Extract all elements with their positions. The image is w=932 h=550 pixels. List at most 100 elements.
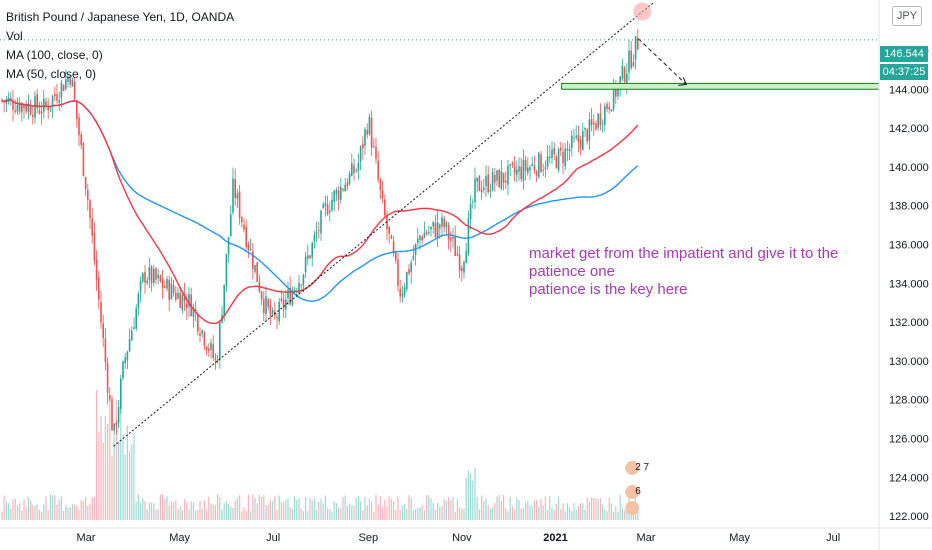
- candle-body: [27, 103, 30, 112]
- candle-body: [144, 271, 146, 283]
- candle-body: [54, 93, 56, 96]
- volume-bar: [599, 498, 601, 520]
- volume-bar: [404, 504, 406, 520]
- candle-body: [357, 162, 360, 171]
- price-tick-label: 132.000: [889, 317, 929, 329]
- candle-body: [142, 273, 144, 282]
- candle-body: [355, 170, 357, 172]
- volume-bar: [569, 507, 571, 520]
- price-axis: 144.000 142.000 140.000 138.000 136.000 134.0…: [878, 0, 929, 550]
- volume-bar: [586, 497, 588, 520]
- candle-body: [344, 184, 346, 192]
- volume-bar: [278, 495, 280, 520]
- candle-body: [45, 101, 47, 106]
- candle-body: [203, 332, 206, 346]
- volume-bar: [610, 503, 612, 520]
- volume-bar: [483, 500, 485, 520]
- candle-body: [395, 251, 397, 261]
- volume-bar: [212, 504, 214, 520]
- currency-button[interactable]: JPY: [892, 6, 922, 26]
- candle-body: [62, 85, 65, 91]
- volume-bar: [507, 511, 509, 520]
- volume-bar: [421, 505, 423, 520]
- volume-bar: [329, 509, 331, 520]
- support-zone: [561, 82, 880, 90]
- volume-bar: [575, 509, 577, 520]
- volume-bar: [415, 509, 417, 520]
- volume-bar: [245, 510, 247, 520]
- candle-body: [388, 226, 390, 234]
- candle-body: [315, 232, 318, 234]
- volume-bar: [113, 436, 115, 520]
- candle-body: [243, 224, 245, 230]
- candle-body: [390, 235, 393, 239]
- candle-body: [384, 199, 386, 216]
- ma-50-label[interactable]: MA (50, close, 0): [6, 67, 97, 81]
- ma-100-label[interactable]: MA (100, close, 0): [6, 48, 103, 62]
- candle-body: [348, 173, 351, 184]
- candle-body: [164, 285, 166, 288]
- volume-bar: [181, 509, 183, 520]
- volume-bar: [393, 501, 395, 520]
- candle-body: [32, 114, 34, 117]
- volume-bar: [41, 511, 43, 520]
- volume-bar: [256, 503, 258, 520]
- volume-bar: [525, 502, 527, 520]
- volume-bar: [93, 497, 95, 520]
- volume-bar: [626, 508, 628, 520]
- volume-bar: [467, 470, 469, 520]
- price-tick-label: 134.000: [889, 278, 929, 290]
- volume-bar: [265, 504, 267, 520]
- volume-bar: [452, 496, 454, 520]
- candle-body: [566, 148, 569, 151]
- volume-bar: [470, 473, 472, 520]
- volume-indicator-label[interactable]: Vol: [6, 29, 23, 43]
- candle-body: [590, 118, 593, 126]
- candle-body: [135, 308, 137, 329]
- candle-body: [122, 361, 124, 379]
- candle-body: [617, 84, 619, 96]
- candle-body: [177, 292, 179, 299]
- candle-body: [370, 118, 373, 148]
- volume-bar: [60, 496, 62, 520]
- candle-body: [335, 189, 338, 194]
- candle-body: [60, 82, 63, 98]
- candle-body: [452, 236, 454, 239]
- volume-bar: [324, 495, 326, 520]
- trendline: [113, 1, 655, 447]
- candle-body: [43, 98, 45, 112]
- volume-bar: [580, 503, 582, 520]
- volume-bar: [45, 496, 47, 520]
- candle-body: [469, 203, 472, 220]
- volume-bar: [5, 501, 7, 520]
- candle-body: [564, 148, 566, 166]
- candle-body: [95, 259, 98, 281]
- volume-bar: [538, 506, 540, 520]
- candle-body: [65, 79, 67, 89]
- candle-body: [304, 256, 307, 272]
- volume-bar: [201, 508, 203, 520]
- candle-body: [265, 296, 267, 315]
- volume-bar: [135, 501, 137, 520]
- volume-bar: [296, 500, 298, 520]
- volume-bar: [613, 511, 615, 520]
- chart-legend: British Pound / Japanese Yen, 1D, OANDA …: [6, 8, 234, 84]
- candle-body: [612, 83, 615, 110]
- candle-body: [571, 135, 573, 149]
- volume-bar: [571, 510, 573, 520]
- volume-bar: [333, 500, 335, 520]
- volume-bar: [386, 506, 388, 520]
- volume-bar: [12, 499, 14, 520]
- volume-bar: [445, 500, 447, 520]
- candle-body: [623, 67, 626, 83]
- volume-bar: [243, 507, 245, 520]
- volume-bar: [498, 494, 500, 520]
- candle-body: [637, 37, 639, 50]
- volume-bar: [366, 505, 368, 520]
- volume-bar: [448, 497, 450, 520]
- chart-annotation-text: market get from the impatient and give i…: [529, 245, 859, 299]
- volume-bar: [540, 499, 542, 520]
- volume-bar: [283, 502, 285, 520]
- volume-bar: [111, 456, 113, 520]
